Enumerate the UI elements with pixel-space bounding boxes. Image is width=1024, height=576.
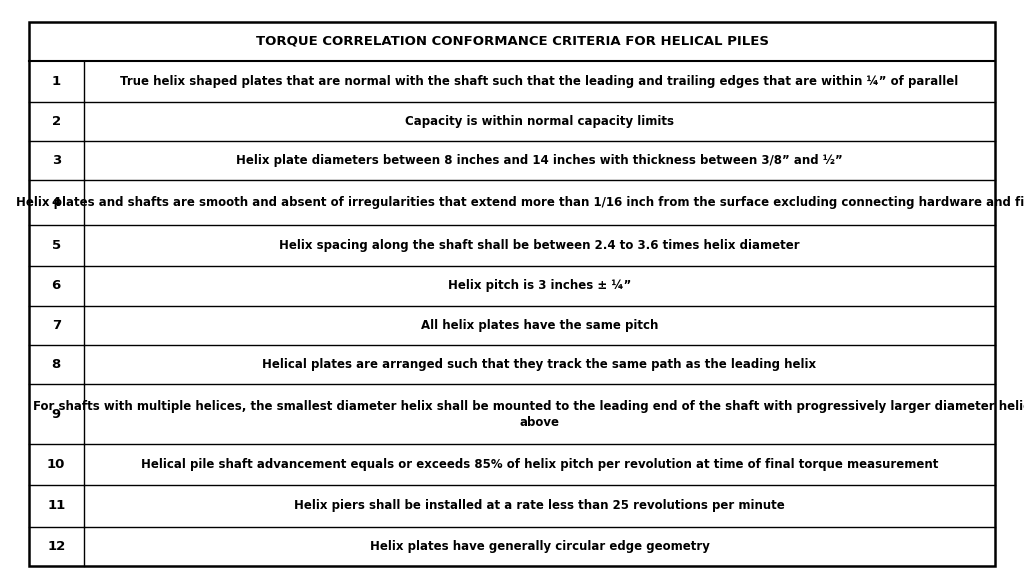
Text: True helix shaped plates that are normal with the shaft such that the leading an: True helix shaped plates that are normal…	[121, 75, 958, 88]
Text: Helical plates are arranged such that they track the same path as the leading he: Helical plates are arranged such that th…	[262, 358, 816, 371]
Text: 4: 4	[51, 196, 60, 209]
Text: 3: 3	[51, 154, 60, 167]
Text: TORQUE CORRELATION CONFORMANCE CRITERIA FOR HELICAL PILES: TORQUE CORRELATION CONFORMANCE CRITERIA …	[256, 35, 768, 48]
Text: Helix spacing along the shaft shall be between 2.4 to 3.6 times helix diameter: Helix spacing along the shaft shall be b…	[280, 240, 800, 252]
Text: Helix plates have generally circular edge geometry: Helix plates have generally circular edg…	[370, 540, 710, 552]
Text: 2: 2	[51, 115, 60, 128]
Text: 6: 6	[51, 279, 60, 293]
Text: Helix plates and shafts are smooth and absent of irregularities that extend more: Helix plates and shafts are smooth and a…	[16, 196, 1024, 209]
Text: Helix pitch is 3 inches ± ¼”: Helix pitch is 3 inches ± ¼”	[447, 279, 631, 293]
Text: 9: 9	[51, 408, 60, 420]
Text: Helix piers shall be installed at a rate less than 25 revolutions per minute: Helix piers shall be installed at a rate…	[294, 499, 785, 513]
Text: 12: 12	[47, 540, 66, 552]
Text: 11: 11	[47, 499, 66, 513]
Text: 5: 5	[51, 240, 60, 252]
Text: 7: 7	[51, 319, 60, 332]
Text: 1: 1	[51, 75, 60, 88]
Text: For shafts with multiple helices, the smallest diameter helix shall be mounted t: For shafts with multiple helices, the sm…	[34, 400, 1024, 429]
Text: Helical pile shaft advancement equals or exceeds 85% of helix pitch per revoluti: Helical pile shaft advancement equals or…	[141, 458, 938, 471]
Text: 10: 10	[47, 458, 66, 471]
Text: All helix plates have the same pitch: All helix plates have the same pitch	[421, 319, 658, 332]
Text: Helix plate diameters between 8 inches and 14 inches with thickness between 3/8”: Helix plate diameters between 8 inches a…	[237, 154, 843, 167]
Text: Capacity is within normal capacity limits: Capacity is within normal capacity limit…	[406, 115, 674, 128]
Text: 8: 8	[51, 358, 60, 371]
